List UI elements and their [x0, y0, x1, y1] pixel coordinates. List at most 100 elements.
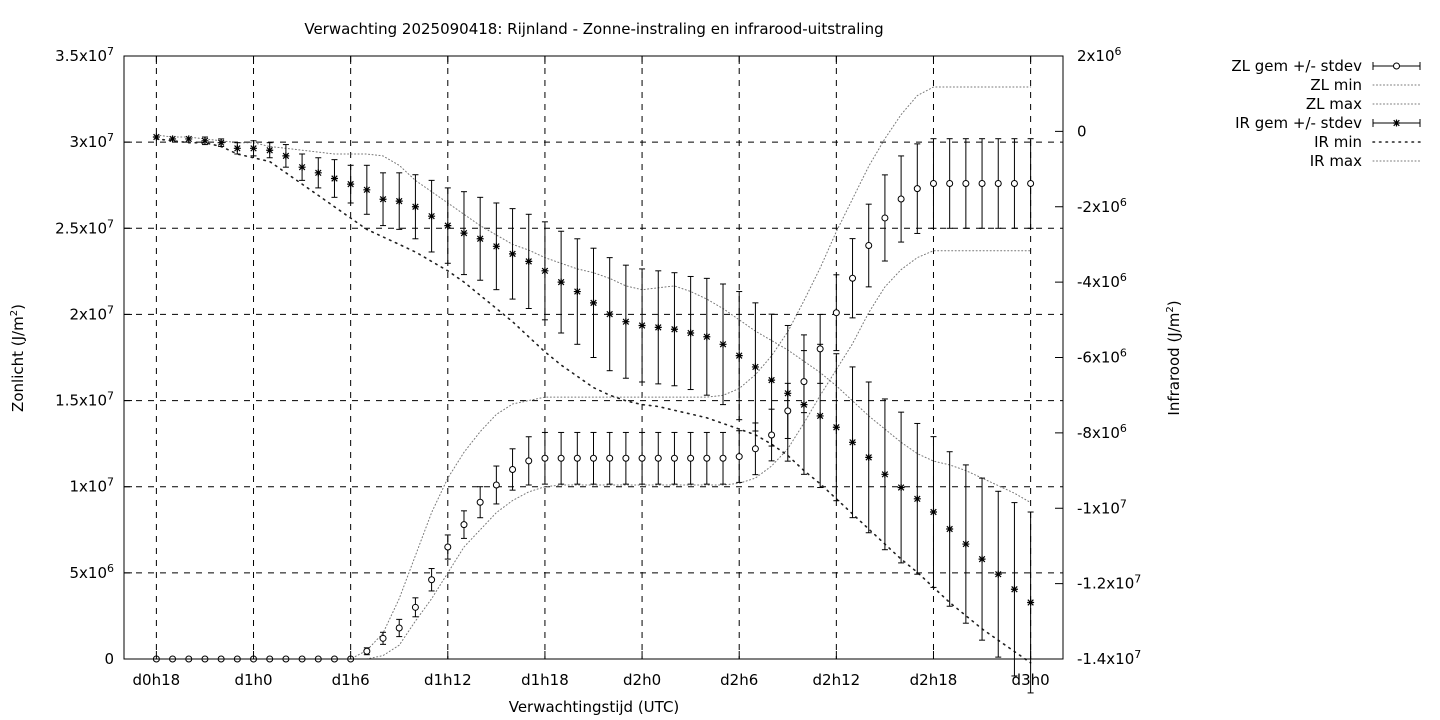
- ir-mean-point: [881, 470, 889, 478]
- x-tick-label: d1h12: [424, 671, 472, 689]
- right-axis-tick-labels: -1.4x107-1.2x107-1x107-8x106-6x106-4x106…: [1077, 45, 1141, 668]
- tick-layer: [124, 55, 1063, 660]
- zl-mean-point: [444, 543, 452, 551]
- legend-label: IR min: [1314, 133, 1362, 151]
- y-left-tick-label: 1x107: [69, 476, 114, 496]
- y-left-tick-base: 0: [104, 650, 114, 668]
- zl-mean-point: [687, 454, 695, 462]
- zl-mean-point: [849, 274, 857, 282]
- zl-mean-point: [654, 454, 662, 462]
- ir-mean-point: [573, 288, 581, 296]
- y-left-tick-exp: 7: [107, 303, 114, 316]
- y-right-tick-base: -6x10: [1077, 349, 1120, 367]
- y-left-axis-label-close: ): [9, 304, 27, 310]
- zl-mean-point: [978, 179, 986, 187]
- ir-mean-point: [266, 146, 274, 154]
- y-right-tick-exp: 7: [1134, 648, 1141, 661]
- y-left-tick-exp: 7: [107, 45, 114, 58]
- y-right-tick-label: -4x106: [1077, 271, 1127, 291]
- legend-swatch-marker: [1393, 62, 1400, 70]
- y-right-tick-label: -6x106: [1077, 347, 1127, 367]
- zl-mean-point: [525, 457, 533, 465]
- zl-mean-point: [897, 195, 905, 203]
- zl-mean-point: [606, 454, 614, 462]
- zl-mean-point: [590, 454, 597, 462]
- ir-mean-point: [751, 363, 759, 371]
- ir-mean-point: [509, 250, 517, 258]
- zl-mean-point: [816, 345, 824, 353]
- y-left-tick-label: 3x107: [69, 131, 114, 151]
- zl-mean-point: [428, 576, 436, 584]
- legend-label: ZL gem +/- stdev: [1231, 57, 1362, 75]
- zl-mean-point: [622, 454, 630, 462]
- ir-mean-point: [428, 212, 436, 220]
- ir-mean-point: [492, 242, 500, 250]
- ir-mean-point: [525, 257, 533, 265]
- y-left-tick-base: 2.5x10: [55, 219, 107, 237]
- y-left-tick-exp: 7: [107, 217, 114, 230]
- ir-mean-point: [330, 174, 338, 182]
- y-left-tick-base: 1.5x10: [55, 392, 107, 410]
- x-tick-label: d1h6: [332, 671, 370, 689]
- y-right-tick-exp: 6: [1120, 271, 1127, 284]
- ir-mean-point: [768, 376, 776, 384]
- x-tick-label: d2h12: [813, 671, 861, 689]
- ir-mean-point: [152, 133, 160, 141]
- ir-mean-point: [929, 508, 937, 516]
- zl-mean-point: [881, 214, 889, 222]
- y-right-tick-base: -8x10: [1077, 424, 1120, 442]
- ir-mean-point: [185, 135, 193, 143]
- y-left-tick-label: 1.5x107: [55, 390, 114, 410]
- y-left-axis-label: Zonlicht (J/m2): [9, 304, 27, 412]
- ir-mean-point: [638, 321, 646, 329]
- zl-mean-point: [1010, 179, 1018, 187]
- zl-mean-point: [994, 179, 1002, 187]
- y-right-tick-base: 0: [1077, 122, 1087, 140]
- zl-mean-point: [800, 378, 808, 386]
- ir-mean-point: [363, 186, 371, 194]
- y-left-tick-label: 2.5x107: [55, 217, 114, 237]
- y-left-tick-exp: 7: [107, 390, 114, 403]
- zl-mean-point: [395, 624, 403, 632]
- y-right-tick-base: 2x10: [1077, 47, 1115, 65]
- y-left-tick-base: 3x10: [69, 133, 107, 151]
- zl-mean-point: [670, 454, 678, 462]
- ir-mean-point: [622, 318, 630, 326]
- zl-mean-point: [476, 498, 484, 506]
- y-right-axis-label-text: Infrarood (J/m: [1165, 313, 1183, 416]
- y-left-tick-exp: 7: [107, 476, 114, 489]
- x-tick-label: d2h0: [623, 671, 661, 689]
- ir-mean-point: [719, 340, 727, 348]
- ir-mean-point: [1027, 598, 1035, 606]
- ir-mean-point: [298, 163, 306, 171]
- zl-mean-point: [865, 242, 873, 250]
- zl-mean-point: [913, 185, 921, 193]
- ir-mean-point: [654, 323, 662, 331]
- zl-mean-point: [751, 445, 759, 453]
- zl-mean-point: [768, 431, 776, 439]
- x-axis-label: Verwachtingstijd (UTC): [509, 698, 680, 716]
- ir-mean-point: [1010, 585, 1018, 593]
- y-right-tick-base: -4x10: [1077, 273, 1120, 291]
- ir-mean-point: [832, 423, 840, 431]
- zl-mean-point: [1027, 179, 1035, 187]
- y-left-tick-base: 2x10: [69, 305, 107, 323]
- legend-label: ZL min: [1310, 76, 1362, 94]
- zl-mean-point: [363, 647, 371, 655]
- ir-mean-point: [411, 203, 419, 211]
- y-right-tick-exp: 7: [1134, 573, 1141, 586]
- zl-max-line: [155, 86, 1032, 660]
- y-left-tick-exp: 7: [107, 131, 114, 144]
- zl-mean-point: [735, 453, 743, 461]
- ir-mean-point: [233, 144, 241, 152]
- ir-mean-point: [913, 495, 921, 503]
- zl-mean-point: [379, 634, 387, 642]
- ir-mean-point: [590, 299, 597, 307]
- y-right-tick-exp: 7: [1120, 497, 1127, 510]
- y-left-axis-label-text: Zonlicht (J/m: [9, 316, 27, 412]
- ir-mean-point: [994, 570, 1002, 578]
- y-right-tick-label: -8x106: [1077, 422, 1127, 442]
- y-right-tick-label: 2x106: [1077, 45, 1122, 65]
